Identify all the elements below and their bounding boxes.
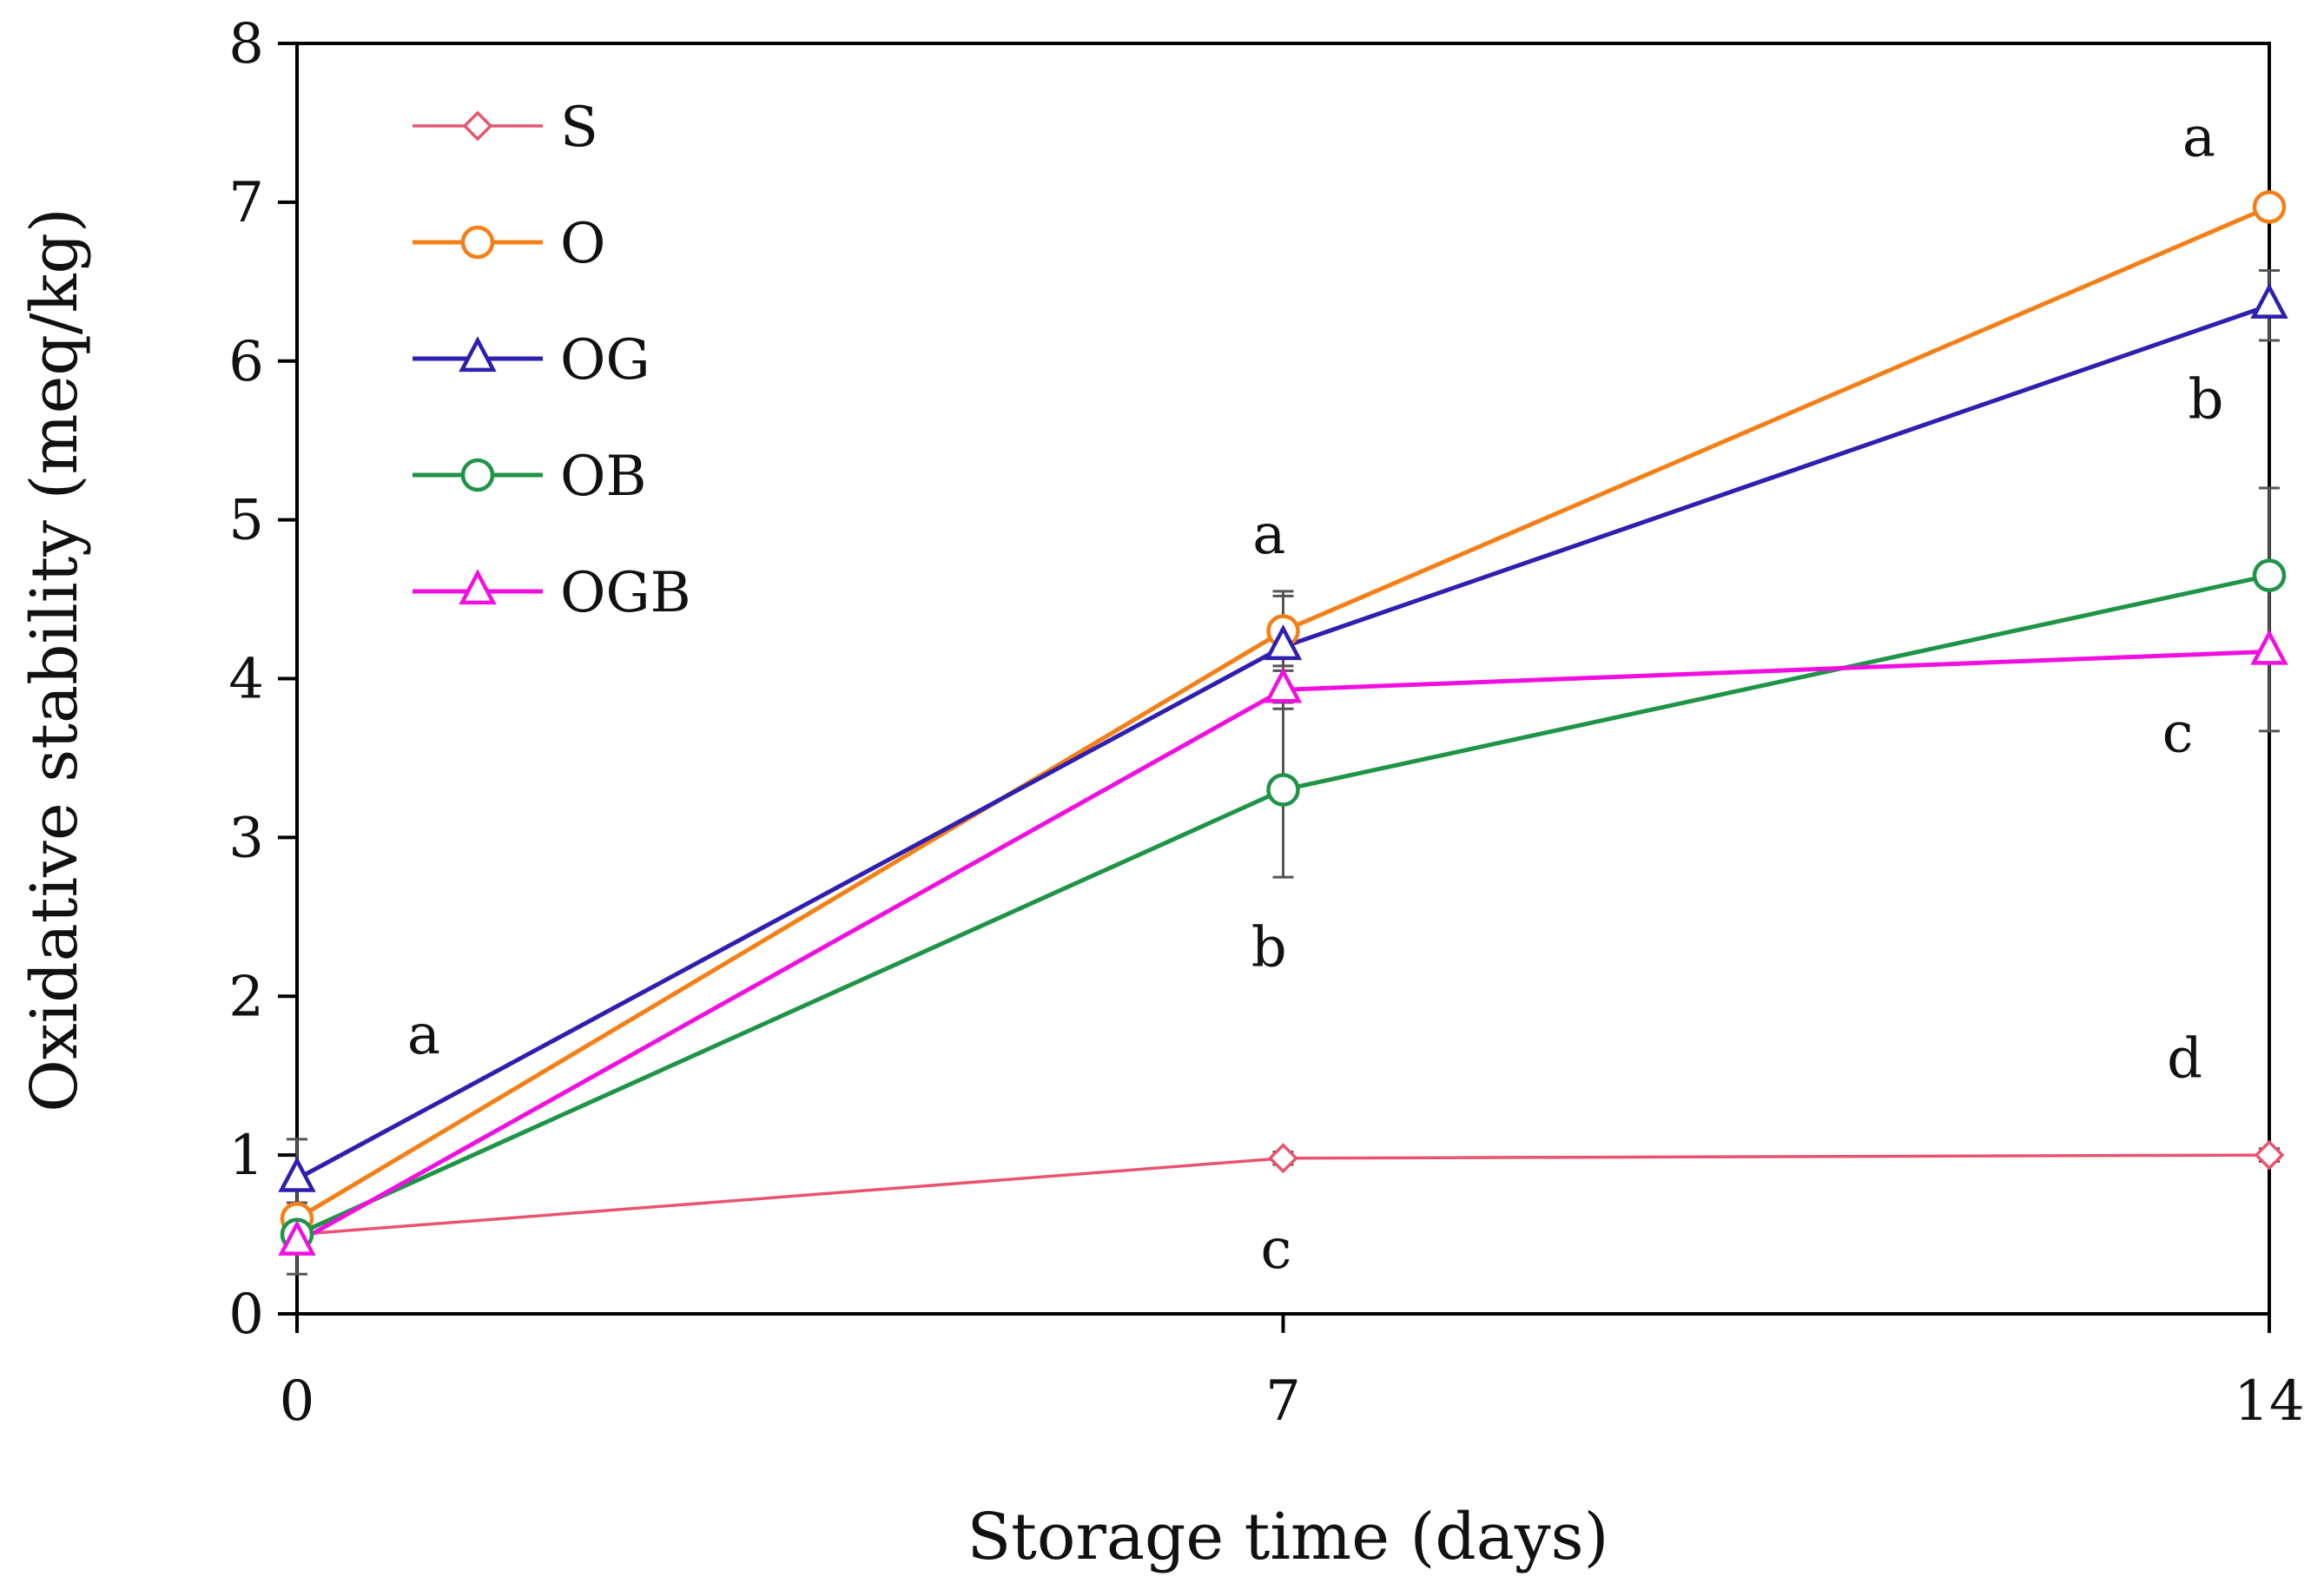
y-tick-label: 8: [228, 12, 264, 76]
data-point-ogb: [278, 1219, 316, 1256]
significance-letter: b: [1251, 915, 1287, 980]
data-point-ogb: [1264, 667, 1303, 703]
data-point-o: [2252, 190, 2287, 224]
significance-letter: a: [407, 1003, 440, 1067]
significance-letter: d: [2167, 1026, 2202, 1091]
data-point-og: [278, 1156, 316, 1192]
significance-letter: a: [1252, 503, 1285, 567]
legend-label-o: O: [560, 212, 605, 276]
annotations: a a b c a b c d: [407, 106, 2224, 1282]
data-point-s: [2254, 1139, 2285, 1171]
significance-letter: c: [1260, 1217, 1291, 1282]
data-point-ob: [2252, 558, 2287, 592]
legend-label-s: S: [560, 96, 598, 160]
data-point-ogb: [2250, 629, 2288, 665]
x-tick-label: 14: [2234, 1369, 2304, 1434]
significance-letter: a: [2182, 106, 2215, 170]
y-axis-ticks: 0 1 2 3 4 5 6 7 8: [228, 12, 297, 1347]
legend-marker-ogb: [459, 569, 497, 605]
x-axis-label: Storage time (days): [967, 1500, 1608, 1574]
y-tick-label: 1: [228, 1124, 264, 1188]
y-tick-label: 5: [228, 489, 264, 553]
legend-marker-s: [462, 110, 493, 142]
y-tick-label: 6: [228, 330, 264, 394]
data-point-og: [1264, 624, 1303, 661]
y-tick-label: 2: [228, 965, 264, 1029]
data-point-s: [1268, 1143, 1298, 1174]
data-point-og: [2250, 282, 2288, 319]
legend-marker-o: [460, 225, 495, 260]
legend-label-og: OG: [560, 328, 650, 393]
x-tick-label: 0: [280, 1369, 315, 1434]
data-point-ob: [1266, 773, 1300, 807]
series-markers: [278, 190, 2288, 1256]
y-tick-label: 4: [228, 648, 264, 712]
significance-letter: b: [2189, 367, 2224, 432]
legend-marker-og: [459, 336, 497, 373]
y-tick-label: 0: [228, 1283, 264, 1347]
y-axis-label: Oxidative stability (meq/kg): [17, 208, 92, 1112]
legend: SO OG OB OGB: [413, 96, 691, 625]
significance-letter: c: [2162, 702, 2194, 766]
y-tick-label: 3: [228, 806, 264, 870]
legend-label-ob: OB: [560, 445, 647, 509]
y-tick-label: 7: [228, 171, 264, 235]
legend-label-ogb: OGB: [560, 561, 691, 625]
x-axis-ticks: 0 7 14: [280, 1314, 2305, 1434]
legend-marker-ob: [460, 458, 495, 492]
x-tick-label: 7: [1265, 1369, 1301, 1434]
